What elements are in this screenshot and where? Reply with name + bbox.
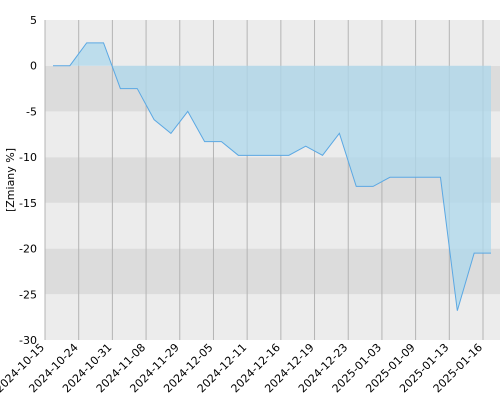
- grid-band: [45, 248, 500, 295]
- y-tick-label: -10: [19, 151, 37, 164]
- y-tick-label: 0: [30, 60, 37, 73]
- grid-band: [45, 202, 500, 249]
- y-tick-label: -15: [19, 197, 37, 210]
- area: [53, 42, 491, 311]
- line: [53, 42, 491, 311]
- y-tick-label: -5: [26, 105, 37, 118]
- y-axis-label: [Zmiany %]: [4, 148, 17, 212]
- y-tick-label: 5: [30, 14, 37, 27]
- y-tick-label: -20: [19, 243, 37, 256]
- y-tick-label: -25: [19, 288, 37, 301]
- y-tick-label: -30: [19, 334, 37, 347]
- grid-band: [45, 294, 500, 340]
- grid-band: [45, 20, 500, 66]
